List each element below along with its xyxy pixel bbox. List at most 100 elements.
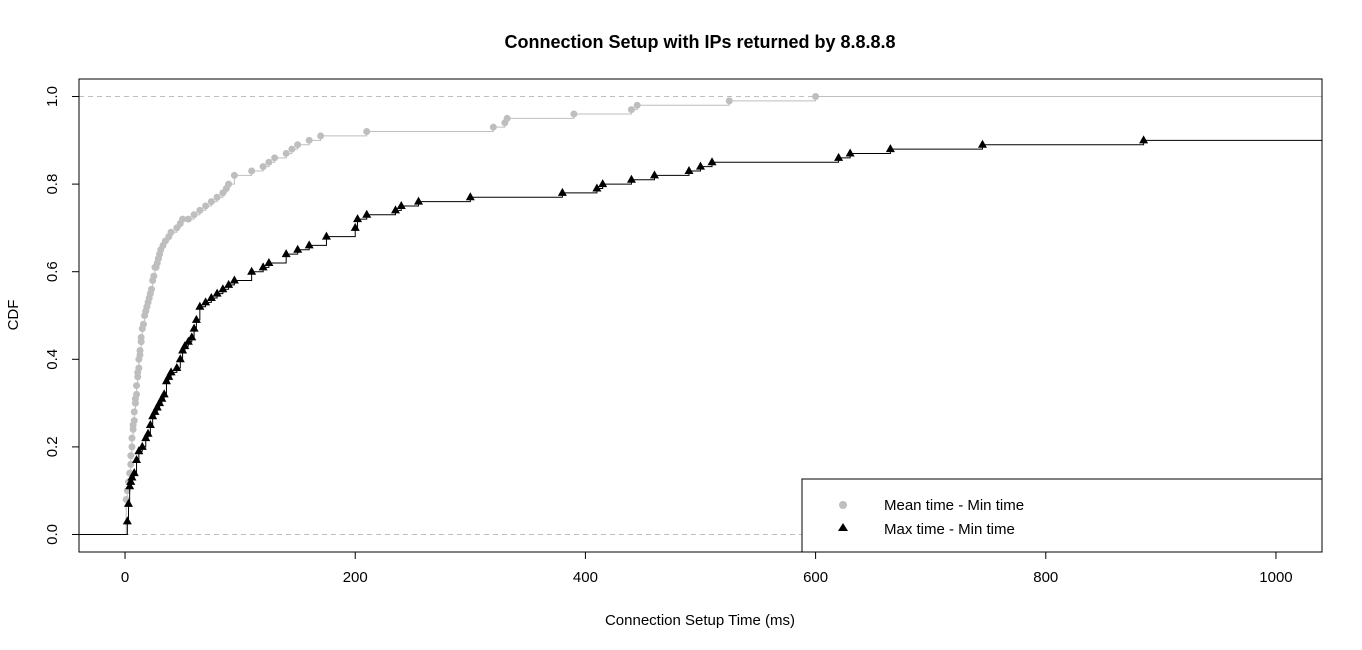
legend-marker-mean [839, 501, 847, 509]
legend-label-mean: Mean time - Min time [884, 497, 1024, 514]
series-1-point [172, 363, 182, 372]
x-tick-label: 200 [343, 569, 368, 586]
series-1-point [157, 393, 167, 402]
series-1-point [353, 214, 363, 223]
series-1-point [321, 231, 331, 240]
series-0-point [288, 145, 296, 153]
series-1-point [684, 165, 694, 174]
series-1-step-line [79, 139, 1322, 535]
series-1-point [304, 240, 314, 249]
series-0-point [130, 417, 138, 425]
legend-label-max: Max time - Min time [884, 521, 1015, 538]
series-1-point [125, 481, 135, 490]
series-1-point [180, 341, 190, 350]
series-0-point [489, 123, 497, 131]
series-0-point [317, 132, 325, 140]
series-1-point [191, 314, 201, 323]
series-0-point [184, 215, 192, 223]
x-tick-label: 400 [573, 569, 598, 586]
x-tick-label: 0 [121, 569, 129, 586]
series-1-point [649, 170, 659, 179]
series-0-point [570, 110, 578, 118]
series-1-point [598, 179, 608, 188]
series-0-point [812, 93, 820, 101]
series-0-point [128, 443, 136, 451]
series-1-point [350, 222, 360, 231]
series-1-point [126, 476, 136, 485]
series-0-point [148, 285, 156, 293]
legend: Mean time - Min time Max time - Min time [801, 478, 1323, 553]
series-1-point [465, 192, 475, 201]
legend-marker-max [838, 523, 848, 531]
series-0-point [633, 101, 641, 109]
series-0-point [213, 193, 221, 201]
series-1-point [626, 174, 636, 183]
series-0-point [294, 141, 302, 149]
series-1-point [166, 367, 176, 376]
series-1-point [396, 201, 406, 210]
series-0-point [265, 158, 273, 166]
series-0-point [248, 167, 256, 175]
series-1-point [557, 187, 567, 196]
series-0-point [363, 128, 371, 136]
series-0-point [282, 149, 290, 157]
y-tick-label: 0.4 [44, 349, 61, 370]
y-tick-label: 0.8 [44, 174, 61, 195]
series-0-point [259, 163, 267, 171]
series-0-point [271, 154, 279, 162]
series-1-point [141, 433, 151, 442]
series-0-point [139, 320, 147, 328]
series-1-point [218, 284, 228, 293]
y-tick-label: 1.0 [44, 86, 61, 107]
series-1-point [161, 376, 171, 385]
series-0-point [230, 171, 238, 179]
series-0-point [207, 198, 215, 206]
x-axis-label: Connection Setup Time (ms) [605, 612, 795, 629]
series-1-point [885, 144, 895, 153]
series-1-point [129, 468, 139, 477]
series-1-point [195, 301, 205, 310]
series-1-point [977, 139, 987, 148]
series-1-point [592, 183, 602, 192]
series-1-point [155, 398, 165, 407]
series-1-point [178, 345, 188, 354]
series-0-point [190, 211, 198, 219]
series-1-point [152, 402, 162, 411]
series-0-point [179, 215, 187, 223]
chart-title: Connection Setup with IPs returned by 8.… [504, 32, 895, 52]
series-1-point [258, 262, 268, 271]
y-axis: 0.0 0.2 0.4 0.6 0.8 1.0 [44, 86, 80, 545]
series-1-point [137, 441, 147, 450]
series-0-point [136, 347, 144, 355]
series-1-point [175, 354, 185, 363]
x-axis: 0 200 400 600 800 1000 [121, 551, 1293, 586]
series-0-point [725, 97, 733, 105]
series-1-point [201, 297, 211, 306]
series-1-point [391, 205, 401, 214]
series-layer [79, 93, 1322, 535]
series-0-point [167, 228, 175, 236]
series-1-point [362, 209, 372, 218]
series-1-point [122, 516, 132, 525]
plot-area [78, 78, 1323, 553]
series-1-point [293, 244, 303, 253]
series-1-point [132, 455, 142, 464]
series-0-point [627, 106, 635, 114]
series-1-point [845, 148, 855, 157]
series-1-point [148, 411, 158, 420]
series-0-point [150, 272, 158, 280]
series-0-point [130, 408, 138, 416]
series-0-point [503, 114, 511, 122]
series-0-point [133, 382, 141, 390]
series-1-point [164, 371, 174, 380]
series-1-point [224, 279, 234, 288]
series-1-point [143, 428, 153, 437]
x-tick-label: 1000 [1259, 569, 1292, 586]
series-1-point [264, 257, 274, 266]
series-0-point [196, 206, 204, 214]
series-0-point [135, 364, 143, 372]
x-tick-label: 600 [803, 569, 828, 586]
series-1-point [159, 389, 169, 398]
series-1-point [834, 152, 844, 161]
